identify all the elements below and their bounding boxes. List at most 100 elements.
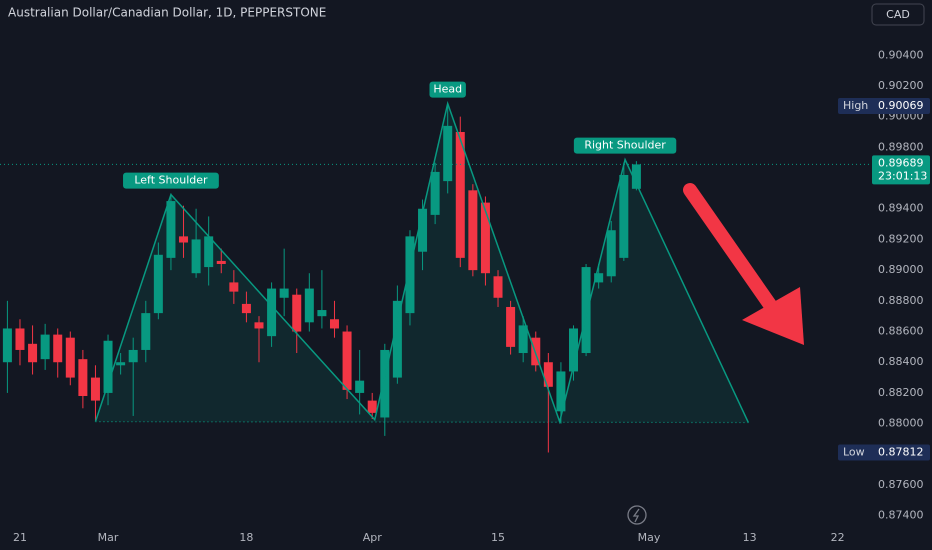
- x-tick-label: 22: [831, 531, 845, 544]
- candle-body: [191, 239, 201, 274]
- chart-title: Australian Dollar/Canadian Dollar, 1D, P…: [8, 6, 326, 20]
- x-tick-label: Apr: [363, 531, 383, 544]
- y-tick-label: 0.88800: [878, 294, 924, 307]
- candle-body: [342, 331, 352, 390]
- candle-body: [518, 325, 528, 354]
- candle-body: [128, 349, 138, 363]
- y-tick-label: 0.90200: [878, 79, 924, 92]
- pattern-label-box: [573, 137, 677, 154]
- pattern-label: Head: [433, 83, 462, 96]
- candle-body: [405, 236, 415, 314]
- pattern-label: Right Shoulder: [584, 139, 666, 152]
- pattern-label-box: [429, 81, 466, 98]
- candle-body: [455, 132, 465, 258]
- x-tick-label: 18: [239, 531, 253, 544]
- y-tick-label: 0.87400: [878, 509, 924, 522]
- candle-body: [493, 276, 503, 298]
- y-tick-label: 0.88000: [878, 417, 924, 430]
- x-tick-label: 13: [743, 531, 757, 544]
- candle-body: [380, 349, 390, 418]
- candle-body: [392, 300, 402, 378]
- low-marker-label: 0.87812: [878, 445, 924, 458]
- x-tick-label: May: [638, 531, 661, 544]
- candle-body: [304, 288, 314, 323]
- high-marker-box: [838, 98, 930, 115]
- candle-body: [15, 328, 25, 350]
- low-marker-box: [838, 444, 930, 461]
- candle-body: [28, 343, 38, 363]
- down-arrow: [683, 183, 804, 345]
- y-tick-label: 0.88600: [878, 325, 924, 338]
- arrow-shaft: [683, 183, 782, 319]
- y-tick-label: 0.89800: [878, 140, 924, 153]
- plot-layer: Left Shoulder Head Right Shoulder: [2, 81, 750, 453]
- candle-body: [166, 201, 176, 258]
- arrow-head: [742, 287, 804, 345]
- candle-body: [40, 334, 50, 360]
- last-price-box: [872, 155, 930, 185]
- pattern-line: [94, 100, 750, 425]
- y-tick-label: 0.90400: [878, 48, 924, 61]
- x-tick-label: 21: [13, 531, 27, 544]
- y-tick-label: 0.89400: [878, 202, 924, 215]
- currency-label[interactable]: CAD: [886, 8, 910, 21]
- candle-body: [329, 319, 339, 329]
- low-marker-name: Low: [843, 445, 865, 458]
- candle-body: [506, 306, 516, 347]
- candle-body: [355, 380, 365, 393]
- candle-body: [204, 236, 214, 268]
- candle-body: [2, 328, 12, 363]
- candle-body: [430, 171, 440, 215]
- candle-body: [153, 254, 163, 314]
- candle-body: [279, 288, 289, 298]
- neckline: [95, 421, 749, 424]
- candle-body: [468, 190, 478, 271]
- candle-body: [65, 337, 75, 378]
- y-tick-label: 0.89200: [878, 232, 924, 245]
- candle-body: [556, 371, 566, 412]
- y-tick-label: 0.88400: [878, 355, 924, 368]
- replay-icon[interactable]: [627, 505, 647, 525]
- pattern-label-box: [123, 172, 219, 189]
- icon-circle[interactable]: [627, 505, 647, 525]
- high-marker-name: High: [843, 99, 868, 112]
- y-tick-label: 0.89000: [878, 263, 924, 276]
- y-tick-label: 0.87600: [878, 478, 924, 491]
- high-marker-label: 0.90069: [878, 99, 924, 112]
- x-tick-label: 15: [491, 531, 505, 544]
- candle-body: [480, 202, 490, 274]
- candle-body: [543, 362, 553, 387]
- candle-body: [594, 273, 604, 283]
- pattern-label: Left Shoulder: [134, 174, 208, 187]
- candle-body: [569, 328, 578, 372]
- candle-body: [581, 267, 591, 354]
- candle-body: [292, 294, 302, 332]
- y-tick-label: 0.88200: [878, 386, 924, 399]
- candle-body: [606, 230, 616, 277]
- currency-button[interactable]: [871, 3, 925, 26]
- candle-body: [78, 359, 88, 396]
- candle-body: [116, 362, 126, 366]
- candle-body: [216, 260, 226, 264]
- candle-body: [443, 125, 453, 182]
- candle-body: [631, 164, 641, 189]
- candle-body: [103, 340, 113, 393]
- candle-body: [229, 282, 239, 292]
- candle-body: [90, 377, 100, 401]
- x-tick-label: Mar: [98, 531, 119, 544]
- candle-body: [141, 313, 151, 350]
- candle-body: [254, 322, 264, 329]
- candle-body: [241, 303, 251, 314]
- candle-body: [317, 310, 327, 317]
- candle-body: [53, 334, 63, 363]
- candle-body: [179, 236, 189, 243]
- icon-bolt[interactable]: [632, 508, 640, 523]
- last-price-label: 0.89689: [878, 156, 924, 169]
- candle-body: [267, 288, 277, 337]
- candle-body: [367, 400, 377, 413]
- candle-body: [418, 208, 428, 252]
- candle-body: [619, 174, 629, 258]
- countdown-label: 23:01:13: [878, 169, 927, 182]
